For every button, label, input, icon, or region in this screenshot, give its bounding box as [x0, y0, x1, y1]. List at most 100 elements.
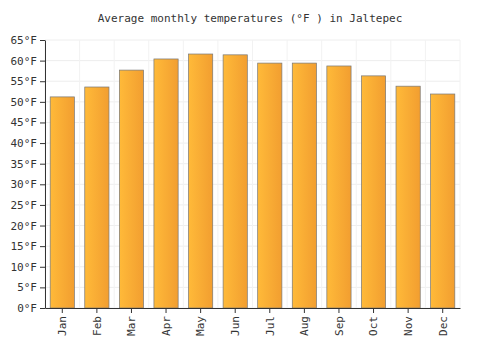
- y-tick: 10°F: [11, 261, 46, 274]
- x-tick-label: Jan: [56, 316, 69, 336]
- y-tick-label: 25°F: [11, 199, 38, 212]
- bar: [431, 94, 455, 308]
- x-tick: Jan: [56, 308, 69, 336]
- bar: [396, 86, 420, 308]
- y-tick: 60°F: [11, 55, 46, 68]
- y-tick-mark: [40, 267, 45, 268]
- bar: [223, 55, 247, 308]
- y-tick-label: 40°F: [11, 137, 38, 150]
- x-tick: Oct: [367, 308, 380, 336]
- x-tick-mark: [235, 308, 236, 313]
- y-axis: 0°F 5°F 10°F 15°F 20°F 25°F 30°F 35°F 40°F 45°F 50…: [11, 34, 46, 315]
- y-tick: 50°F: [11, 96, 46, 109]
- x-tick-label: Sep: [333, 316, 346, 336]
- plot: 0°F 5°F 10°F 15°F 20°F 25°F 30°F 35°F 40°F 45°F 50…: [11, 34, 461, 336]
- y-tick-label: 65°F: [11, 34, 38, 47]
- x-tick-label: Oct: [367, 316, 380, 336]
- grid-line-vertical: [390, 40, 391, 308]
- y-tick-mark: [40, 81, 45, 82]
- bar: [292, 63, 316, 308]
- bar: [85, 87, 109, 308]
- x-tick-label: Feb: [91, 316, 104, 336]
- grid-line-vertical: [425, 40, 426, 308]
- x-tick-label: Jul: [264, 316, 277, 336]
- y-tick-label: 60°F: [11, 55, 38, 68]
- y-tick-mark: [40, 164, 45, 165]
- x-tick-mark: [166, 308, 167, 313]
- x-axis-line: [46, 308, 461, 309]
- y-tick-mark: [40, 246, 45, 247]
- x-tick-mark: [200, 308, 201, 313]
- x-tick-mark: [269, 308, 270, 313]
- x-tick-label: Aug: [298, 316, 311, 336]
- y-tick-mark: [40, 226, 45, 227]
- x-tick: Mar: [125, 308, 138, 336]
- x-tick: Nov: [402, 308, 415, 336]
- y-tick-label: 15°F: [11, 240, 38, 253]
- x-tick-mark: [62, 308, 63, 313]
- grid-line-vertical: [79, 40, 80, 308]
- bar: [119, 70, 143, 308]
- x-tick-label: Dec: [437, 316, 450, 336]
- grid-line-vertical: [217, 40, 218, 308]
- grid: [45, 40, 460, 308]
- x-tick-mark: [442, 308, 443, 313]
- bar: [258, 63, 282, 308]
- y-tick-label: 30°F: [11, 178, 38, 191]
- x-tick-label: Nov: [402, 316, 415, 336]
- x-tick-mark: [304, 308, 305, 313]
- bar: [154, 59, 178, 308]
- x-tick-label: Jun: [229, 316, 242, 336]
- y-tick-label: 45°F: [11, 116, 38, 129]
- x-tick: Apr: [160, 308, 173, 336]
- grid-line-vertical: [287, 40, 288, 308]
- y-tick-label: 50°F: [11, 96, 38, 109]
- y-tick: 15°F: [11, 240, 46, 253]
- y-tick: 55°F: [11, 75, 46, 88]
- x-tick-mark: [96, 308, 97, 313]
- x-tick-label: Apr: [160, 316, 173, 336]
- bar: [50, 97, 74, 308]
- grid-line-vertical: [183, 40, 184, 308]
- bar: [189, 54, 213, 308]
- x-tick: Feb: [91, 308, 104, 336]
- y-axis-line: [45, 41, 46, 309]
- y-tick: 40°F: [11, 137, 46, 150]
- x-tick-label: May: [194, 316, 207, 336]
- x-tick-mark: [373, 308, 374, 313]
- title: Average monthly temperatures (°F ) in Ja…: [98, 12, 403, 25]
- chart: 0°F 5°F 10°F 15°F 20°F 25°F 30°F 35°F 40°F 45°F 50…: [0, 0, 500, 350]
- x-tick-label: Mar: [125, 316, 138, 336]
- y-tick-mark: [40, 122, 45, 123]
- y-tick-mark: [40, 143, 45, 144]
- grid-line-vertical: [460, 40, 461, 308]
- y-tick-label: 0°F: [17, 302, 37, 315]
- y-tick-mark: [40, 102, 45, 103]
- x-tick: Dec: [437, 308, 450, 336]
- y-tick: 25°F: [11, 199, 46, 212]
- bars: [50, 54, 455, 308]
- y-tick-label: 35°F: [11, 158, 38, 171]
- y-tick: 5°F: [17, 281, 45, 294]
- x-tick-mark: [338, 308, 339, 313]
- y-tick-mark: [40, 205, 45, 206]
- grid-line-vertical: [114, 40, 115, 308]
- x-tick: Jul: [264, 308, 277, 336]
- x-tick: May: [194, 308, 207, 336]
- y-tick: 20°F: [11, 220, 46, 233]
- y-tick-mark: [40, 61, 45, 62]
- x-tick: Jun: [229, 308, 242, 336]
- x-tick-mark: [131, 308, 132, 313]
- grid-line-vertical: [45, 40, 46, 308]
- bar: [361, 76, 385, 308]
- y-tick-label: 55°F: [11, 75, 38, 88]
- y-tick: 35°F: [11, 158, 46, 171]
- y-tick: 30°F: [11, 178, 46, 191]
- grid-line-vertical: [252, 40, 253, 308]
- x-tick-mark: [408, 308, 409, 313]
- x-axis: Jan Feb Mar Apr May Jun Jul Aug Sep Oct Nov Dec: [46, 308, 461, 336]
- grid-line-vertical: [321, 40, 322, 308]
- y-tick-mark: [40, 40, 45, 41]
- y-tick-label: 20°F: [11, 220, 38, 233]
- y-tick: 0°F: [17, 302, 45, 315]
